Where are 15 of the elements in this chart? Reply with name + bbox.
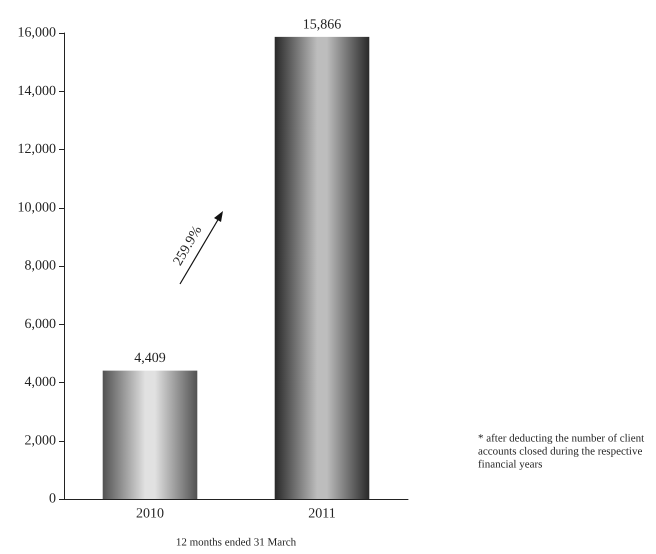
y-tick-label: 2,000 [24,433,56,448]
y-tick-label: 4,000 [24,375,56,390]
x-tick-label: 2011 [308,506,336,522]
y-tick-label: 0 [49,492,56,506]
text: * after deducting the number of client accounts closed during the respective financial years [478,432,647,470]
data-label: 15,866 [302,17,342,32]
x-tick-label: 2010 [136,506,164,522]
data-label: 4,409 [134,351,166,366]
y-tick-label: 14,000 [18,84,56,99]
y-tick-label: 16,000 [18,26,56,40]
y-tick-label: 12,000 [18,142,56,157]
y-tick-label: 10,000 [18,200,56,216]
y-tick-label: 6,000 [24,316,56,332]
y-tick-label: 8,000 [24,258,56,274]
x-axis-title: 12 months ended 31 March [176,536,297,548]
